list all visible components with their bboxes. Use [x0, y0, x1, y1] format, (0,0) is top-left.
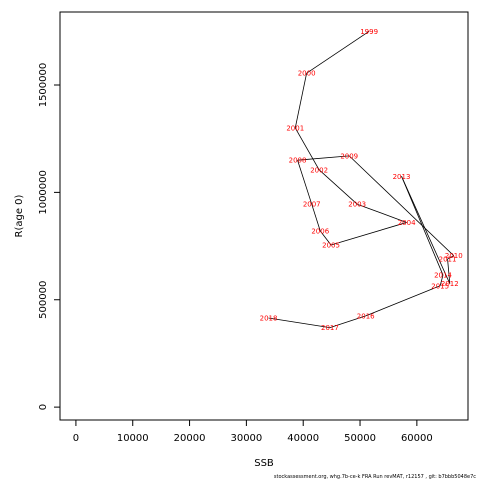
series-segment: [318, 169, 358, 205]
point-label: 2009: [340, 152, 358, 160]
axes: 0 10000 20000 30000 40000 50000 60000 0 500000 10…: [38, 63, 433, 444]
series-segment: [401, 176, 444, 276]
y-axis-title: R(age 0): [14, 194, 25, 237]
x-tick-label: 30000: [230, 433, 262, 444]
point-label: 2016: [357, 312, 375, 320]
footer-note: stockassessment.org, whg.7b-ce-k FRA Run…: [274, 474, 476, 480]
x-tick-label: 10000: [117, 433, 149, 444]
point-labels: 1999 2000 2001 2002 2003 2004 2005 2006 2007 2008…: [260, 28, 463, 332]
point-label: 2008: [289, 157, 307, 165]
point-label: 2007: [303, 201, 321, 209]
series-segment: [330, 222, 407, 246]
series-segment: [447, 258, 451, 284]
series-segment: [311, 204, 321, 232]
x-tick-label: 20000: [174, 433, 206, 444]
point-label: 2015: [431, 282, 449, 290]
y-tick-label: 1500000: [38, 63, 49, 108]
point-label: 2017: [321, 324, 339, 332]
x-tick-label: 50000: [344, 433, 376, 444]
point-label: 2011: [439, 255, 457, 263]
point-label: 2005: [322, 241, 340, 249]
series-lines: [268, 30, 455, 329]
point-label: 2004: [398, 219, 416, 227]
point-label: 1999: [360, 28, 378, 36]
y-tick-label: 1000000: [38, 170, 49, 215]
x-tick-label: 60000: [401, 433, 433, 444]
point-label: 2000: [298, 70, 316, 78]
y-tick-label: 0: [38, 404, 49, 410]
plot-frame: [59, 11, 469, 421]
series-segment: [319, 230, 332, 246]
point-label: 2010: [445, 252, 463, 260]
point-label: 2013: [393, 173, 411, 181]
series-segment: [401, 176, 451, 284]
x-tick-label: 0: [73, 433, 79, 444]
series-segment: [294, 127, 320, 171]
point-label: 2003: [348, 201, 366, 209]
point-label: 2014: [434, 272, 452, 280]
y-tick-label: 500000: [38, 281, 49, 319]
x-axis-title: SSB: [254, 458, 274, 469]
x-tick-label: 40000: [287, 433, 319, 444]
series-segment: [268, 317, 330, 329]
series-segment: [365, 285, 441, 317]
point-label: 2001: [286, 124, 304, 132]
point-label: 2012: [441, 280, 459, 288]
series-segment: [439, 274, 444, 286]
series-segment: [297, 160, 313, 205]
series-segment: [329, 315, 366, 329]
series-segment: [357, 203, 407, 223]
point-label: 2006: [311, 228, 329, 236]
series-segment: [294, 73, 308, 129]
series-segment: [297, 155, 350, 161]
point-label: 2002: [310, 166, 328, 174]
series-segment: [348, 155, 455, 257]
point-label: 2018: [260, 315, 278, 323]
series-segment: [447, 255, 454, 260]
series-segment: [306, 30, 370, 74]
